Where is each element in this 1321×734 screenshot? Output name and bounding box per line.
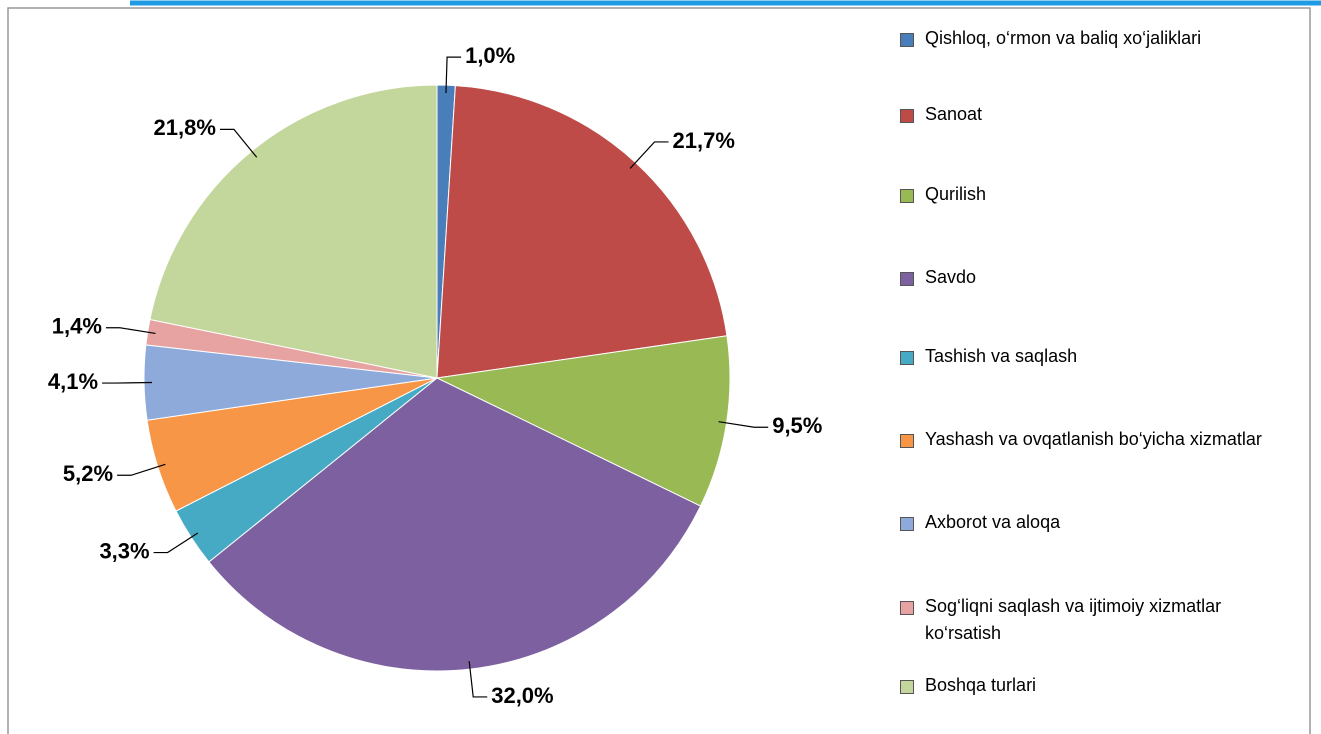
leader-line (718, 421, 769, 428)
legend-swatch (900, 351, 914, 365)
leader-line (629, 141, 669, 169)
legend-label: Sog‘liqni saqlash va ijtimoiy xizmatlar … (925, 596, 1222, 643)
data-label: 21,7% (673, 128, 735, 153)
legend-label: Yashash va ovqatlanish bo‘yicha xizmatla… (925, 429, 1262, 449)
legend-label: Tashish va saqlash (925, 346, 1078, 366)
leader-line (445, 56, 462, 94)
legend-swatch (900, 33, 914, 47)
legend-label: Boshqa turlari (925, 675, 1037, 695)
data-label: 3,3% (99, 538, 149, 563)
legend-label: Axborot va aloqa (925, 512, 1061, 532)
legend-label: Qishloq, o‘rmon va baliq xo‘jaliklari (925, 28, 1202, 48)
leader-line (468, 661, 488, 698)
legend-swatch (900, 272, 914, 286)
data-label: 32,0% (491, 683, 553, 708)
frame (7, 7, 1311, 734)
data-label: 1,4% (52, 314, 102, 339)
legend-label: Sanoat (925, 104, 983, 124)
legend-swatch (900, 109, 914, 123)
data-label: 9,5% (772, 413, 822, 438)
legend-label: Savdo (925, 267, 977, 287)
leader-line (219, 128, 258, 158)
leader-line (105, 327, 156, 335)
legend-swatch (900, 517, 914, 531)
leader-line (117, 463, 166, 476)
leader-line (153, 532, 199, 554)
data-label: 5,2% (63, 461, 113, 486)
legend-swatch (900, 601, 914, 615)
data-label: 1,0% (465, 43, 515, 68)
legend-label: Qurilish (925, 184, 987, 204)
legend-swatch (900, 189, 914, 203)
pie: 1,0% 21,7% 9,5% 32,0% 3,3% 5,2% 4,1% 1,4% 21,8% (48, 43, 822, 708)
legend-swatch (900, 434, 914, 448)
data-label: 21,8% (154, 115, 216, 140)
legend-swatch (900, 680, 914, 694)
leader-line (102, 381, 153, 384)
data-label: 4,1% (48, 369, 98, 394)
